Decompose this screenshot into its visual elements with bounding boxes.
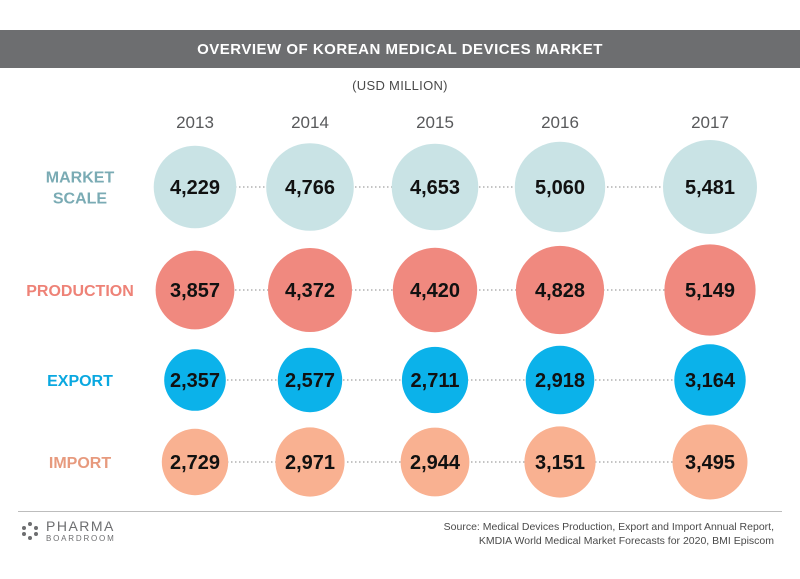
- bubble-value-label: 4,372: [285, 280, 335, 302]
- row-label: EXPORT: [47, 373, 113, 390]
- bubble-value-label: 4,766: [285, 177, 335, 199]
- year-label-2013: 2013: [176, 113, 214, 132]
- bubble-value-label: 2,711: [411, 370, 460, 392]
- source-line-2: KMDIA World Medical Market Forecasts for…: [478, 535, 774, 547]
- logo-text-boardroom: BOARDROOM: [46, 534, 116, 543]
- source-note: Source: Medical Devices Production, Expo…: [444, 520, 774, 548]
- logo-mark-icon: [22, 522, 38, 540]
- bubble-value-label: 2,357: [170, 370, 220, 392]
- footer-divider: [18, 511, 782, 512]
- unit-label: (USD MILLION): [352, 78, 448, 93]
- row-label: PRODUCTION: [26, 283, 134, 300]
- bubble: [664, 244, 756, 336]
- bubble: [672, 424, 748, 500]
- bubble-value-label: 2,918: [535, 370, 585, 392]
- bubble-value-label: 4,229: [170, 177, 220, 199]
- year-label-2014: 2014: [291, 113, 329, 132]
- bubble-value-label: 2,577: [285, 370, 335, 392]
- bubble: [514, 141, 606, 233]
- bubble-value-label: 2,971: [285, 452, 335, 474]
- bubble: [153, 145, 237, 229]
- bubble: [674, 344, 746, 416]
- bubble: [266, 143, 354, 231]
- pharma-boardroom-logo: PHARMA BOARDROOM: [20, 519, 116, 543]
- bubble-value-label: 5,149: [685, 280, 735, 302]
- bubble-value-label: 3,151: [535, 452, 585, 474]
- bubble: [392, 247, 478, 333]
- bubble: [663, 140, 757, 234]
- bubble-value-label: 5,060: [535, 177, 585, 199]
- bubble-value-label: 4,420: [410, 280, 460, 302]
- bubble-chart: 2013 2014 2015 2016 2017 MARKET SCALE 4,229 4,76…: [26, 113, 757, 500]
- year-label-2017: 2017: [691, 113, 729, 132]
- bubble: [515, 245, 605, 335]
- bubble: [401, 346, 469, 414]
- bubble-value-label: 2,944: [410, 452, 461, 474]
- source-line-1: Source: Medical Devices Production, Expo…: [443, 521, 774, 533]
- row-label: SCALE: [53, 191, 108, 208]
- bubble: [525, 345, 595, 415]
- logo-text-pharma: PHARMA: [46, 518, 115, 534]
- bubble: [400, 427, 470, 497]
- bubble: [275, 427, 345, 497]
- bubble: [164, 349, 226, 411]
- bubble: [277, 347, 343, 413]
- bubble-value-label: 3,495: [685, 452, 735, 474]
- row-label: MARKET: [46, 170, 115, 187]
- bubble-value-label: 3,164: [685, 370, 736, 392]
- bubble-value-label: 3,857: [170, 280, 220, 302]
- title-banner: OVERVIEW OF KOREAN MEDICAL DEVICES MARKE…: [0, 30, 800, 68]
- bubble-value-label: 4,653: [410, 177, 460, 199]
- row-label: IMPORT: [49, 455, 111, 472]
- year-label-2016: 2016: [541, 113, 579, 132]
- bubble: [524, 426, 596, 498]
- bubble-value-label: 4,828: [535, 280, 585, 302]
- chart-title: OVERVIEW OF KOREAN MEDICAL DEVICES MARKE…: [197, 40, 603, 58]
- bubble: [161, 428, 229, 496]
- bubble: [155, 250, 235, 330]
- bubble: [268, 248, 352, 332]
- bubble: [391, 143, 479, 231]
- year-label-2015: 2015: [416, 113, 454, 132]
- bubble-value-label: 2,729: [170, 452, 220, 474]
- bubble-value-label: 5,481: [685, 177, 735, 199]
